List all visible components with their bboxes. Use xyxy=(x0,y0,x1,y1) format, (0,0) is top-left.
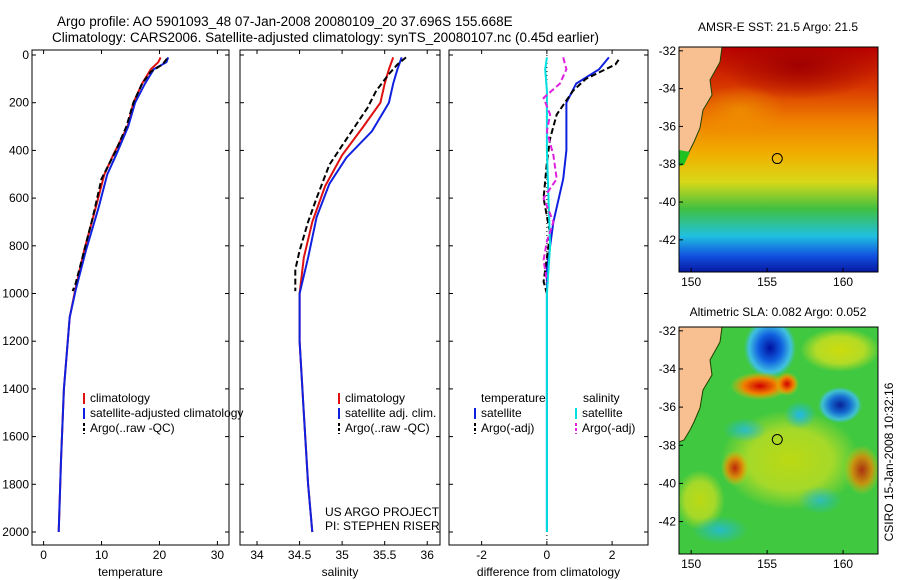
sst-ytick-label: -42 xyxy=(659,233,677,247)
sst-ytick-label: -36 xyxy=(659,119,677,133)
temperature-series-argo-raw-qc- xyxy=(71,57,168,292)
salinity-xtick-label: 34 xyxy=(250,548,264,562)
difference-series-group xyxy=(542,55,620,540)
difference-legend-temperature-satellite-label: satellite xyxy=(481,406,522,420)
difference-axis-label: difference from climatology xyxy=(477,565,620,579)
sst-ytick-label: -34 xyxy=(659,82,677,96)
temperature-xtick-label: 30 xyxy=(211,548,225,562)
sla-ytick-label: -40 xyxy=(659,476,677,490)
salinity-legend-entry-label: satellite adj. clim. xyxy=(345,406,436,420)
depth-tick-label: 200 xyxy=(9,96,29,110)
salinity-series-argo-raw-qc- xyxy=(294,56,407,292)
sla-float-marker xyxy=(771,434,783,446)
depth-tick-label: 2000 xyxy=(2,525,29,539)
difference-xtick-label: -2 xyxy=(476,548,487,562)
sst-map-title: AMSR-E SST: 21.5 Argo: 21.5 xyxy=(698,20,858,34)
sla-xtick-label: 150 xyxy=(681,557,701,571)
sst-map xyxy=(679,47,878,272)
sla-xtick-label: 155 xyxy=(757,557,777,571)
salinity-legend-entry-label: Argo(..raw -QC) xyxy=(345,421,430,435)
sst-xtick-label: 150 xyxy=(681,275,701,289)
depth-tick-label: 400 xyxy=(9,143,29,157)
figure-title-line1: Argo profile: AO 5901093_48 07-Jan-2008 … xyxy=(57,14,513,29)
salinity-series-group xyxy=(294,56,407,533)
difference-xtick-label: 0 xyxy=(544,548,551,562)
temperature-series-group xyxy=(57,56,170,533)
difference-series-temperature-argo-adj- xyxy=(542,59,620,294)
depth-tick-label: 0 xyxy=(22,48,29,62)
depth-tick-label: 800 xyxy=(9,239,29,253)
sst-map-frame xyxy=(678,46,879,273)
salinity-xtick-label: 35.5 xyxy=(373,548,397,562)
credit-label: CSIRO 15-Jan-2008 10:32:16 xyxy=(882,382,896,541)
depth-tick-label: 1200 xyxy=(2,334,29,348)
sla-ytick-label: -38 xyxy=(659,438,677,452)
temperature-legend-entry-label: Argo(..raw -QC) xyxy=(90,421,175,435)
difference-legend-salinity-argo-label: Argo(-adj) xyxy=(582,421,635,435)
salinity-xtick-label: 35 xyxy=(335,548,349,562)
sla-ytick-label: -42 xyxy=(659,515,677,529)
project-label: US ARGO PROJECT xyxy=(325,505,440,519)
temperature-panel-frame xyxy=(31,49,230,546)
difference-legend-title-salinity: salinity xyxy=(583,391,620,405)
sst-float-marker xyxy=(771,153,783,165)
sla-map-title: Altimetric SLA: 0.082 Argo: 0.052 xyxy=(690,305,867,319)
difference-xtick-label: 2 xyxy=(609,548,616,562)
difference-series-salinity-argo-adj- xyxy=(542,57,568,282)
salinity-xtick-label: 36 xyxy=(421,548,435,562)
temperature-legend-entry-label: satellite-adjusted climatology xyxy=(90,406,243,420)
sst-xtick-label: 160 xyxy=(833,275,853,289)
salinity-xtick-label: 34.5 xyxy=(288,548,312,562)
sla-ytick-label: -36 xyxy=(659,400,677,414)
temperature-xtick-label: 10 xyxy=(95,548,109,562)
temperature-xtick-label: 20 xyxy=(153,548,167,562)
salinity-axis-label: salinity xyxy=(322,565,359,579)
salinity-series-satellite-adj-clim- xyxy=(298,57,403,533)
depth-tick-label: 1000 xyxy=(2,287,29,301)
depth-tick-label: 1400 xyxy=(2,382,29,396)
temperature-legend-entry-label: climatology xyxy=(90,391,150,405)
difference-legend-salinity-satellite-label: satellite xyxy=(582,406,623,420)
difference-legend-temperature-argo-label: Argo(-adj) xyxy=(481,421,534,435)
difference-legend-title-temperature: temperature xyxy=(481,391,546,405)
sla-map-frame xyxy=(678,326,879,555)
pi-label: PI: STEPHEN RISER xyxy=(325,519,440,533)
sst-ytick-label: -32 xyxy=(659,44,677,58)
sst-ytick-label: -40 xyxy=(659,195,677,209)
sla-map xyxy=(679,327,878,554)
difference-series-salinity-satellite xyxy=(544,57,552,532)
difference-panel-frame xyxy=(448,49,649,546)
salinity-legend-entry-label: climatology xyxy=(345,391,405,405)
temperature-series-satellite-adjusted-climatology xyxy=(57,57,170,533)
depth-tick-label: 1800 xyxy=(2,477,29,491)
sla-ytick-label: -34 xyxy=(659,362,677,376)
depth-tick-label: 600 xyxy=(9,191,29,205)
temperature-xtick-label: 0 xyxy=(40,548,47,562)
figure-title-line2: Climatology: CARS2006. Satellite-adjuste… xyxy=(52,30,599,45)
sst-ytick-label: -38 xyxy=(659,157,677,171)
sla-xtick-label: 160 xyxy=(833,557,853,571)
depth-tick-label: 1600 xyxy=(2,430,29,444)
temperature-axis-label: temperature xyxy=(98,565,163,579)
sla-ytick-label: -32 xyxy=(659,324,677,338)
salinity-panel-frame xyxy=(239,49,441,546)
sst-xtick-label: 155 xyxy=(757,275,777,289)
